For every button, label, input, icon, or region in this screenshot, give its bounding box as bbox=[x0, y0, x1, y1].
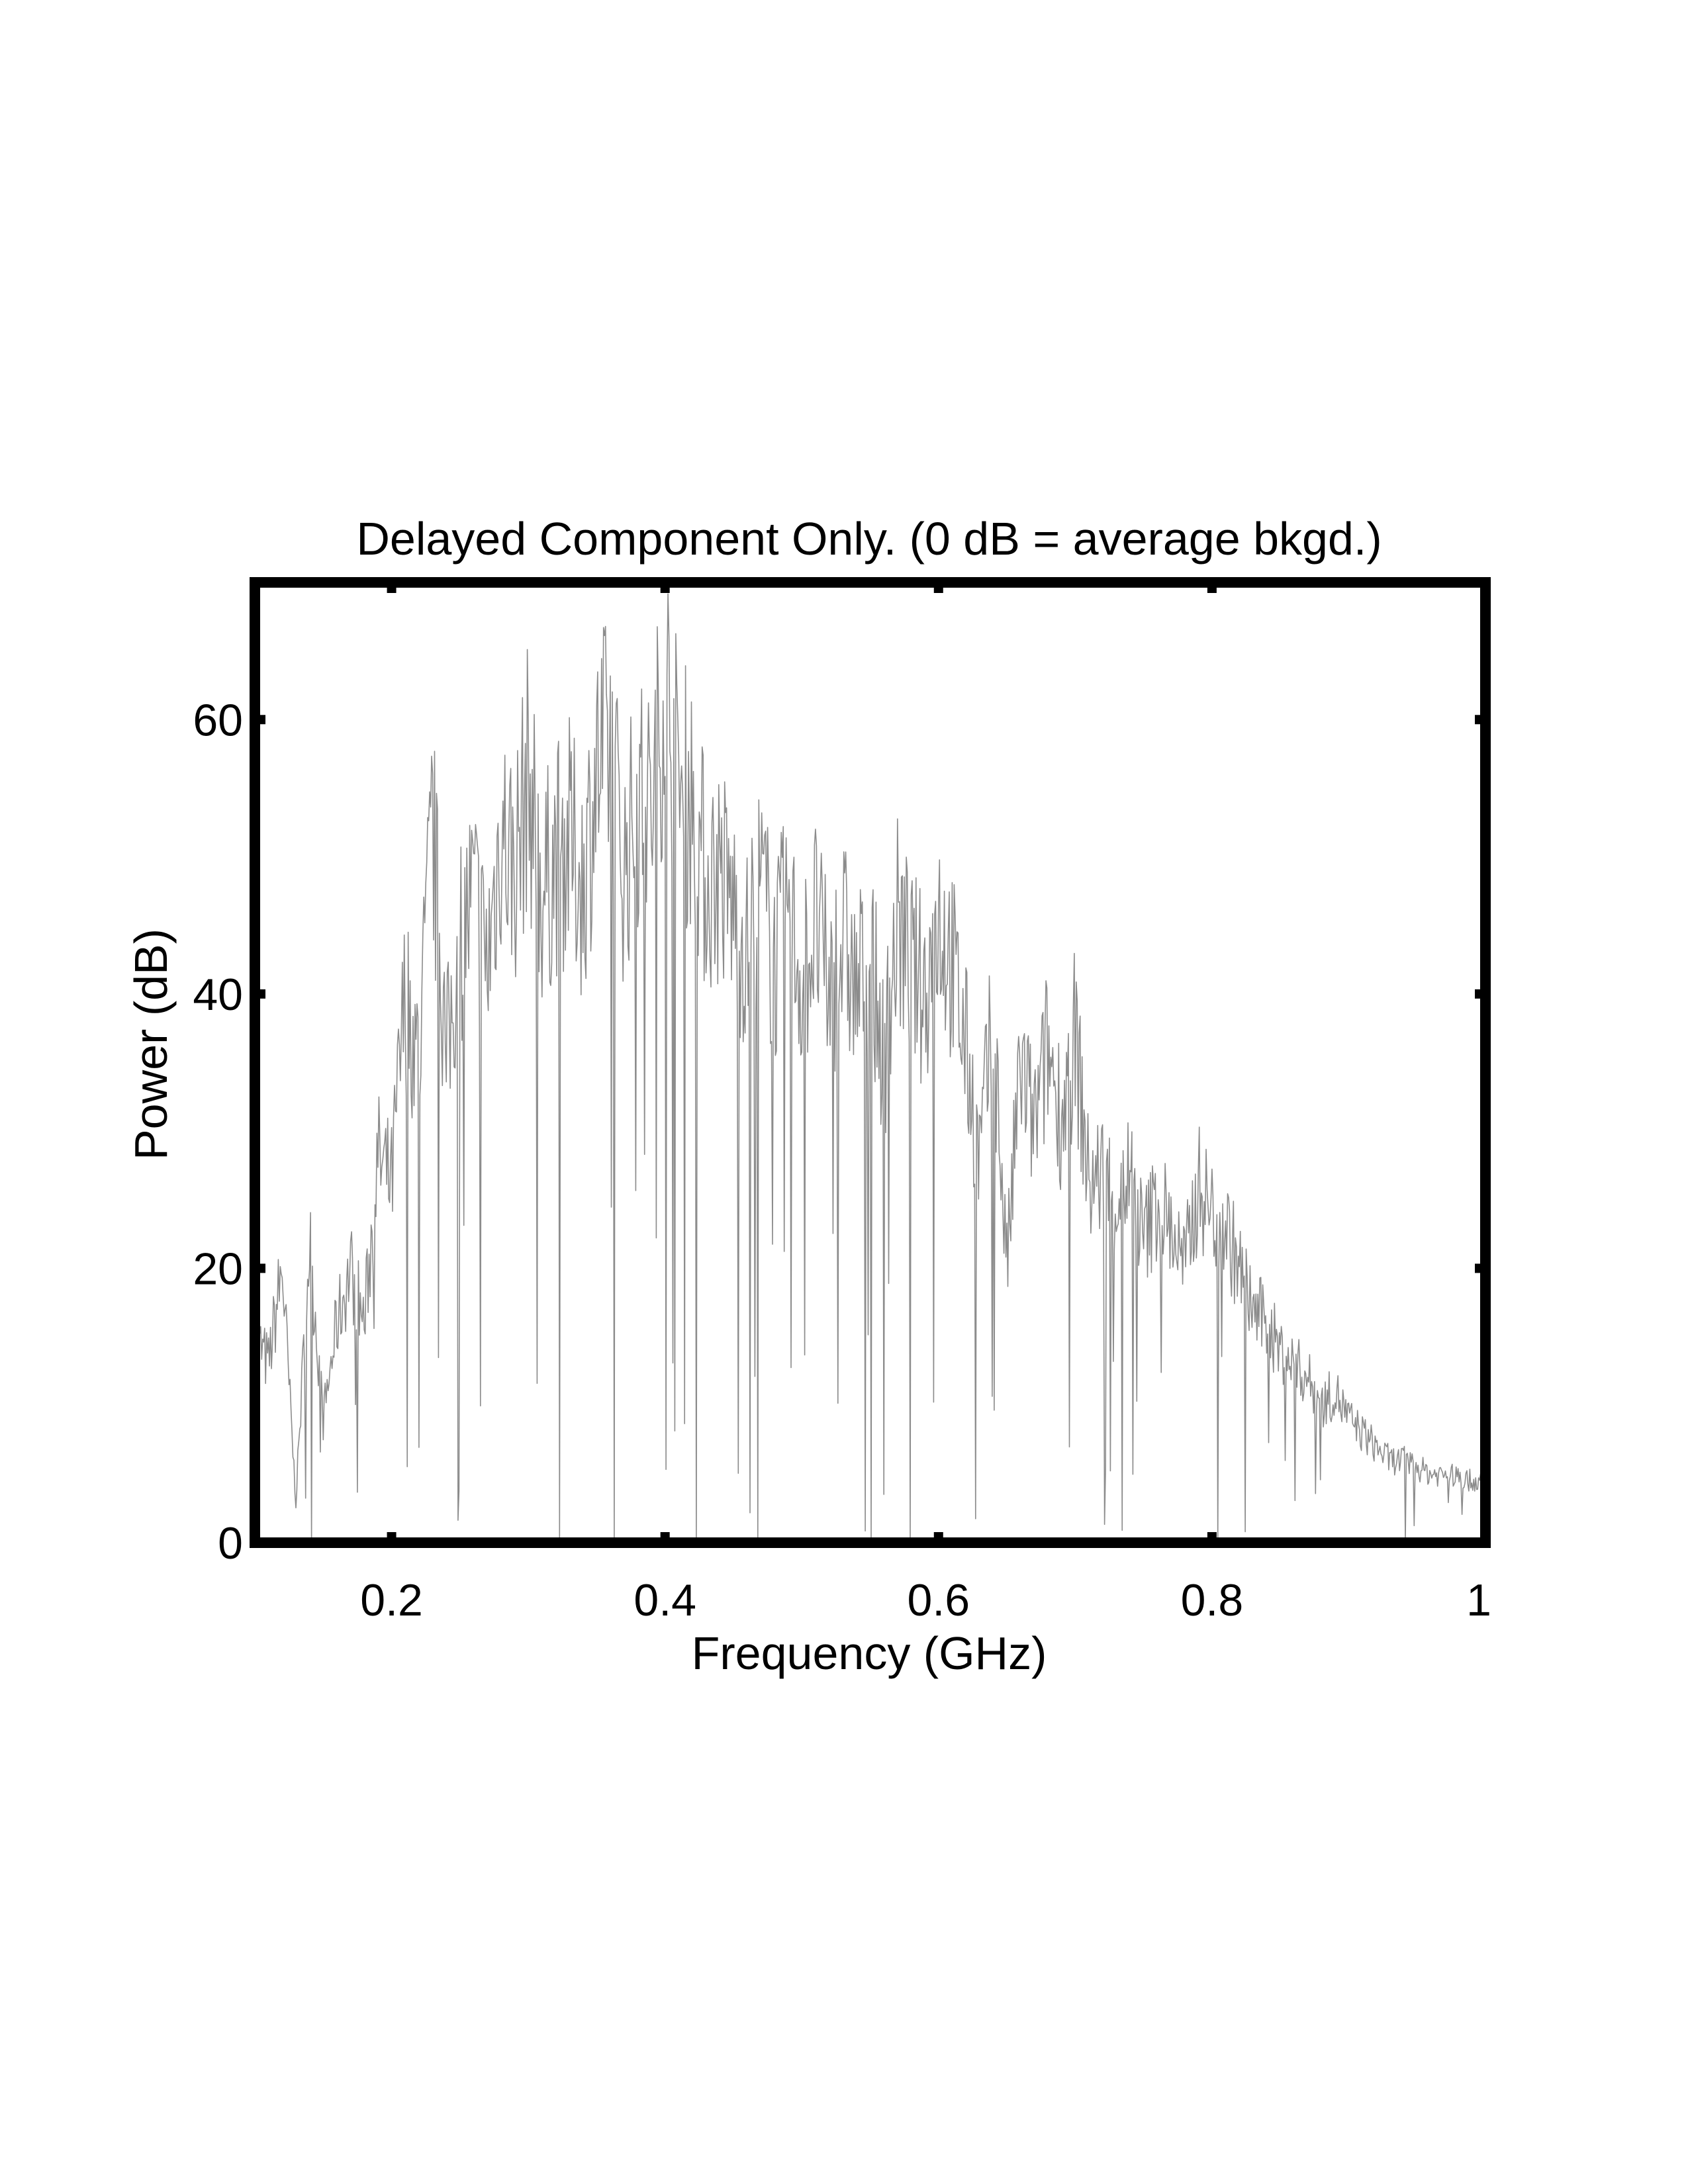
x-tick-label: 0.6 bbox=[908, 1575, 970, 1625]
y-tick-label: 40 bbox=[193, 970, 243, 1020]
x-axis: 0.2 0.4 0.6 0.8 1 bbox=[360, 582, 1491, 1625]
plot-area bbox=[254, 593, 1486, 1543]
x-tick-label: 0.8 bbox=[1181, 1575, 1244, 1625]
y-tick-label: 0 bbox=[218, 1518, 243, 1569]
x-axis-label: Frequency (GHz) bbox=[692, 1627, 1047, 1679]
y-axis-label: Power (dB) bbox=[125, 929, 177, 1160]
y-tick-label: 20 bbox=[193, 1244, 243, 1294]
y-tick-label: 60 bbox=[193, 695, 243, 745]
power-spectrum-line bbox=[254, 593, 1486, 1543]
x-tick-label: 0.4 bbox=[633, 1575, 696, 1625]
chart-title: Delayed Component Only. (0 dB = average … bbox=[356, 513, 1382, 565]
y-axis: 0 20 40 60 bbox=[193, 695, 1485, 1569]
plot-frame bbox=[250, 577, 1491, 1548]
x-tick-label: 0.2 bbox=[360, 1575, 423, 1625]
x-tick-label: 1 bbox=[1466, 1575, 1491, 1625]
